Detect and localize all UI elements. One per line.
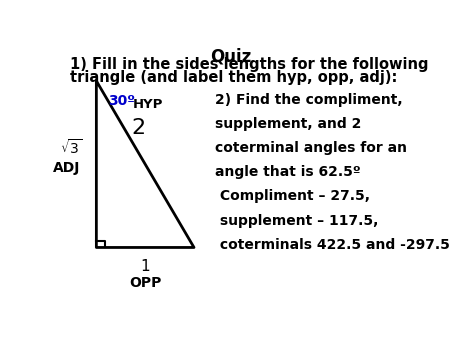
Text: 2: 2 bbox=[131, 118, 145, 138]
Text: Compliment – 27.5,: Compliment – 27.5, bbox=[215, 189, 370, 203]
Text: coterminals 422.5 and -297.5: coterminals 422.5 and -297.5 bbox=[215, 238, 450, 252]
Text: OPP: OPP bbox=[129, 276, 162, 290]
Text: supplement, and 2: supplement, and 2 bbox=[215, 117, 361, 131]
Text: HYP: HYP bbox=[133, 98, 163, 111]
Text: ADJ: ADJ bbox=[53, 161, 80, 175]
Text: 1: 1 bbox=[140, 259, 150, 274]
Text: triangle (and label them hyp, opp, adj):: triangle (and label them hyp, opp, adj): bbox=[70, 71, 398, 86]
Text: 2) Find the compliment,: 2) Find the compliment, bbox=[215, 93, 403, 106]
Text: supplement – 117.5,: supplement – 117.5, bbox=[215, 214, 378, 227]
Text: angle that is 62.5º: angle that is 62.5º bbox=[215, 165, 360, 179]
Text: $\sqrt{3}$: $\sqrt{3}$ bbox=[60, 138, 82, 157]
Text: Quiz: Quiz bbox=[210, 47, 251, 65]
Text: coterminal angles for an: coterminal angles for an bbox=[215, 141, 407, 155]
Text: 1) Fill in the sides lengths for the following: 1) Fill in the sides lengths for the fol… bbox=[70, 57, 429, 72]
Text: 30º: 30º bbox=[108, 94, 135, 108]
